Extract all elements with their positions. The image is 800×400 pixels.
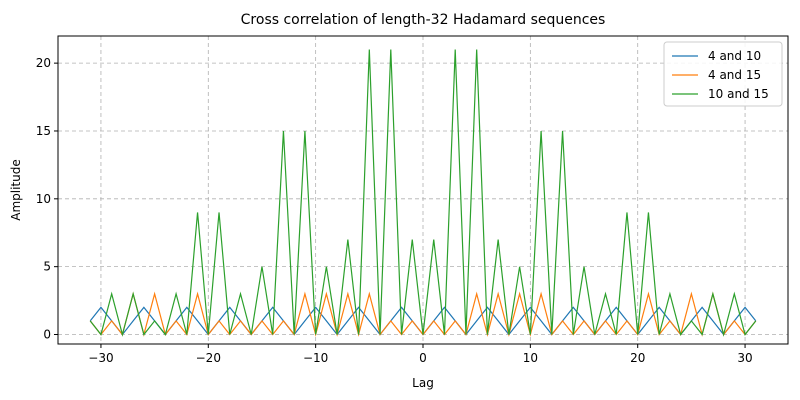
x-tick-label: −20 <box>196 351 221 365</box>
series-line-3 <box>89 49 757 337</box>
x-tick-label: 0 <box>419 351 427 365</box>
x-tick-label: −30 <box>88 351 113 365</box>
y-tick-label: 15 <box>36 124 51 138</box>
x-tick-label: 20 <box>630 351 645 365</box>
ticks: −30 −20 −10 0 10 20 30 0 5 10 15 20 <box>36 56 753 365</box>
y-axis-title: Amplitude <box>9 159 23 221</box>
legend-label-1: 4 and 10 <box>708 49 761 63</box>
y-tick-label: 5 <box>43 260 51 274</box>
legend-box <box>663 41 783 107</box>
legend-label-3: 10 and 15 <box>708 87 769 101</box>
y-tick-label: 10 <box>36 192 51 206</box>
chart-title: Cross correlation of length-32 Hadamard … <box>241 12 606 28</box>
series-layer <box>89 49 757 337</box>
x-tick-label: 30 <box>737 351 752 365</box>
x-tick-label: 10 <box>523 351 538 365</box>
legend-label-2: 4 and 15 <box>708 68 761 82</box>
x-tick-label: −10 <box>303 351 328 365</box>
y-tick-label: 20 <box>36 56 51 70</box>
x-axis-title: Lag <box>412 376 434 390</box>
legend: 4 and 10 4 and 15 10 and 15 <box>663 41 783 107</box>
y-tick-label: 0 <box>43 328 51 342</box>
